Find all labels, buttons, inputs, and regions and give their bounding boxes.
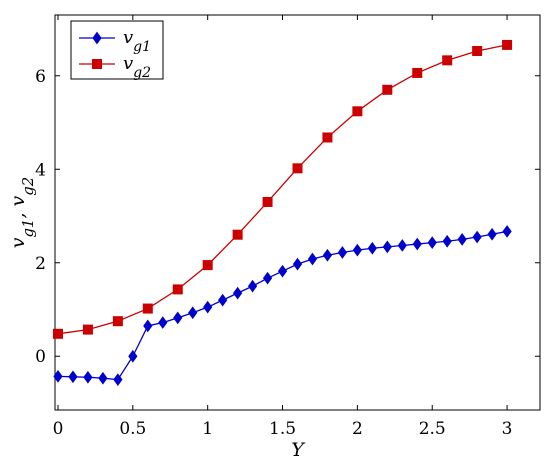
- series-1-point: [307, 252, 318, 266]
- x-tick-label: 3: [502, 419, 513, 439]
- x-tick-label: 0: [53, 419, 64, 439]
- series-1-point: [337, 246, 348, 259]
- x-tick-label: 0.5: [119, 419, 146, 439]
- legend-marker-square: [92, 59, 102, 69]
- series-1-point: [322, 248, 333, 262]
- series-1-point: [412, 237, 422, 251]
- series-2-point: [202, 260, 213, 271]
- series-1-point: [382, 240, 392, 254]
- series-1-point: [83, 370, 93, 384]
- series-1-point: [128, 349, 138, 363]
- y-tick-label: 0: [35, 347, 46, 367]
- series-2-point: [322, 132, 333, 143]
- series-1-point: [262, 271, 273, 285]
- series-1-point: [203, 300, 213, 314]
- series-1-point: [113, 373, 123, 386]
- series-1-point: [143, 319, 153, 333]
- series-1-point: [277, 264, 288, 278]
- x-tick-label: 2: [352, 419, 363, 439]
- series-1-point: [98, 371, 108, 385]
- series-2-point: [232, 229, 243, 240]
- series-1-point: [367, 241, 377, 255]
- series-line-2: [57, 44, 508, 335]
- series-2-point: [502, 39, 513, 50]
- y-tick-label: 4: [35, 160, 46, 180]
- plot-frame: [54, 14, 541, 411]
- x-tick-label: 1.5: [269, 419, 296, 439]
- y-tick-label: 6: [35, 67, 46, 87]
- x-tick-label: 1: [202, 419, 213, 439]
- legend-label-2: vg2: [123, 53, 151, 81]
- series-1-point: [442, 234, 452, 248]
- series-1-point: [188, 306, 198, 320]
- series-1-point: [397, 239, 407, 252]
- series-2-point: [52, 328, 63, 339]
- series-1-point: [68, 370, 78, 384]
- legend-box: [70, 20, 164, 80]
- series-2-point: [352, 106, 363, 117]
- series-1-point: [487, 227, 497, 241]
- series-2-point: [292, 163, 303, 174]
- series-1-point: [352, 243, 362, 257]
- series-1-point: [457, 233, 467, 246]
- series-1-point: [233, 286, 243, 300]
- series-2-point: [442, 55, 453, 66]
- series-2-point: [472, 45, 483, 56]
- series-1-point: [158, 316, 168, 329]
- series-1-point: [472, 230, 482, 244]
- series-1-point: [502, 225, 512, 238]
- y-tick-label: 2: [35, 254, 46, 274]
- series-1-point: [218, 293, 228, 307]
- x-tick-label: 2.5: [419, 419, 446, 439]
- series-line-1: [57, 230, 508, 381]
- series-1-point: [292, 257, 303, 271]
- legend-label-1: vg1: [123, 27, 151, 55]
- x-axis-label: Y: [291, 439, 306, 461]
- series-2-point: [382, 84, 393, 95]
- series-1-point: [173, 311, 183, 325]
- y-axis-label-group: vg1, vg2: [7, 177, 37, 248]
- series-1-point: [247, 279, 258, 293]
- series-2-point: [112, 316, 123, 327]
- legend-marker-diamond: [92, 31, 102, 45]
- series-2-point: [262, 196, 273, 207]
- series-2-point: [412, 67, 423, 78]
- series-2-point: [82, 324, 93, 335]
- series-1-point: [53, 369, 63, 383]
- series-2-point: [172, 284, 183, 295]
- series-1-point: [427, 236, 437, 250]
- y-axis-label: vg1, vg2: [7, 177, 37, 248]
- series-2-point: [142, 303, 153, 314]
